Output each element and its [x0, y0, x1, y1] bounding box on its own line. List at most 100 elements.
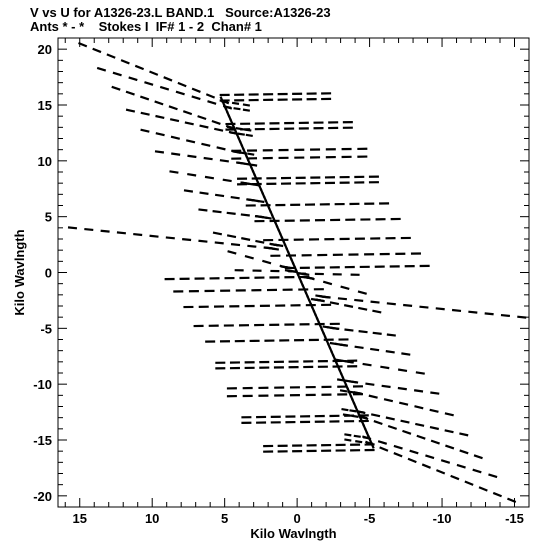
uv-point: [445, 444, 455, 450]
uv-point: [468, 310, 478, 314]
uv-point: [140, 111, 150, 116]
uv-point: [456, 463, 466, 469]
y-tick-label: 5: [45, 210, 52, 225]
uv-point: [187, 173, 197, 177]
uv-point: [329, 301, 340, 306]
x-tick-label: 5: [221, 511, 228, 526]
uv-point: [216, 146, 226, 151]
uv-point: [421, 463, 431, 469]
uv-point: [226, 234, 237, 239]
y-tick-label: 20: [38, 42, 52, 57]
axis-ticks: [58, 37, 530, 508]
uv-point: [358, 330, 368, 334]
uv-point: [227, 250, 237, 255]
uv-point: [84, 227, 94, 232]
uv-point: [414, 405, 424, 410]
uv-point: [459, 432, 469, 437]
y-tick-label: -15: [33, 433, 52, 448]
uv-point: [380, 365, 390, 370]
uv-point: [214, 241, 224, 245]
uv-point: [337, 297, 348, 301]
uv-data-points: [67, 42, 527, 503]
uv-point: [339, 389, 348, 393]
uv-point: [242, 103, 251, 107]
uv-point: [214, 193, 225, 198]
uv-point: [245, 133, 253, 137]
uv-point: [354, 298, 364, 302]
uv-point: [372, 331, 382, 335]
uv-point: [383, 398, 394, 403]
uv-point: [370, 442, 375, 449]
uv-point: [473, 454, 483, 460]
uv-point: [402, 429, 412, 435]
uv-point: [155, 132, 165, 137]
uv-point: [165, 236, 175, 240]
uv-point: [343, 304, 354, 308]
uv-point: [201, 142, 211, 147]
chart-subtitle: Ants * - * Stokes I IF# 1 - 2 Chan# 1: [30, 19, 262, 34]
uv-point: [203, 156, 213, 161]
uv-point: [96, 66, 107, 72]
uv-point: [488, 473, 498, 479]
uv-point: [169, 170, 179, 174]
uv-point: [409, 449, 419, 455]
uv-point: [429, 408, 439, 413]
uv-point: [385, 416, 395, 421]
uv-point: [120, 59, 130, 65]
uv-point: [111, 85, 121, 91]
y-axis-label: Kilo Wavlngth: [12, 229, 27, 315]
uv-point: [212, 210, 222, 214]
uv-point: [379, 446, 389, 452]
uv-point: [92, 47, 102, 54]
uv-point: [360, 416, 368, 420]
uv-point: [385, 350, 395, 354]
x-tick-label: 15: [73, 511, 87, 526]
uv-point: [365, 382, 375, 386]
uv-point: [440, 459, 451, 464]
uv-point: [212, 231, 223, 236]
uv-point: [168, 105, 178, 111]
uv-point: [237, 132, 245, 136]
uv-point: [240, 213, 250, 217]
uv-point: [219, 159, 229, 163]
uv-point: [500, 313, 511, 318]
uv-point: [344, 438, 352, 442]
uv-point: [353, 434, 361, 438]
uv-point: [214, 127, 224, 132]
uv-point: [435, 307, 445, 311]
uv-point: [133, 232, 143, 237]
uv-point: [370, 300, 380, 304]
uv-point: [125, 108, 136, 113]
uv-point: [163, 76, 173, 82]
uv-point: [226, 211, 236, 215]
uv-point: [271, 247, 280, 251]
uv-point: [247, 244, 257, 248]
uv-point: [464, 480, 474, 486]
uv-point: [386, 333, 396, 337]
uv-point: [407, 457, 417, 464]
uv-point: [368, 394, 378, 399]
uv-point: [191, 95, 201, 101]
uv-point: [315, 294, 323, 298]
uv-point: [362, 362, 372, 367]
uv-point: [154, 150, 165, 154]
uv-point: [344, 433, 352, 437]
uv-point: [144, 81, 154, 86]
uv-point: [386, 302, 396, 306]
uv-point: [244, 254, 254, 260]
uv-point: [197, 115, 207, 121]
uv-point: [484, 312, 494, 316]
uv-point: [430, 391, 440, 395]
uv-point: [128, 76, 138, 82]
uv-point: [413, 389, 424, 393]
uv-point: [199, 124, 209, 129]
axis-tick-labels: 15 10 5 0 -5 -10 -15 -20 -15 -10 -5 0 5 10 15 20: [33, 42, 524, 526]
uv-point: [149, 234, 159, 238]
uv-point: [370, 413, 381, 418]
y-tick-label: -5: [40, 321, 52, 336]
uv-point: [350, 380, 358, 384]
uv-point: [358, 306, 368, 311]
uv-point: [255, 239, 265, 244]
uv-point: [222, 178, 232, 183]
